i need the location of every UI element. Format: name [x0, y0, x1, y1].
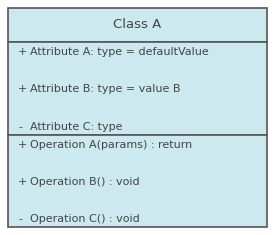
Bar [8, 8, 267, 42]
Bar [8, 135, 267, 227]
Text: Operation A(params) : return: Operation A(params) : return [30, 140, 192, 150]
Text: +: + [18, 85, 28, 94]
Text: Operation B() : void: Operation B() : void [30, 177, 140, 187]
Text: +: + [18, 47, 28, 57]
Text: Attribute A: type = defaultValue: Attribute A: type = defaultValue [30, 47, 209, 57]
Bar [8, 42, 267, 135]
Text: +: + [18, 140, 28, 150]
Text: Class A: Class A [113, 19, 162, 31]
Text: Operation C() : void: Operation C() : void [30, 214, 140, 224]
Text: -: - [18, 214, 22, 224]
Text: Attribute C: type: Attribute C: type [30, 122, 122, 132]
Text: -: - [18, 122, 22, 132]
Text: +: + [18, 177, 28, 187]
Text: Attribute B: type = value B: Attribute B: type = value B [30, 85, 180, 94]
